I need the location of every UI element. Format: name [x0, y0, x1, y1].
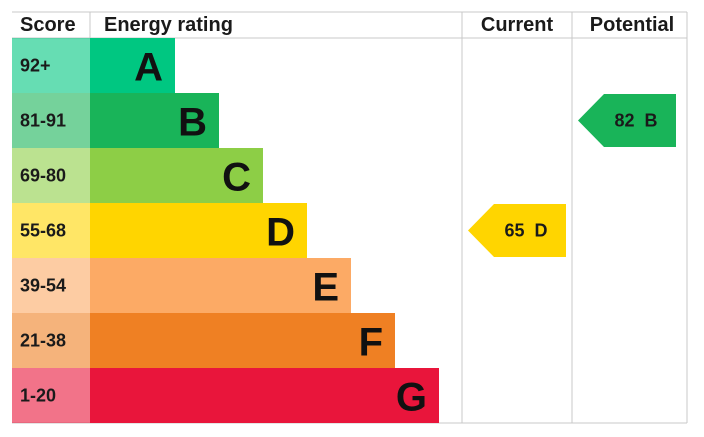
score-label: 39-54 — [20, 276, 66, 296]
current-arrow — [468, 204, 566, 257]
score-header: Score — [20, 14, 76, 36]
score-label: 92+ — [20, 56, 51, 76]
score-label: 1-20 — [20, 386, 56, 406]
rating-bar — [90, 203, 307, 258]
rating-letter: D — [266, 211, 295, 255]
potential-header: Potential — [590, 14, 674, 36]
rating-bar — [90, 258, 351, 313]
rating-bar — [90, 38, 175, 93]
current-label: 65 D — [504, 221, 547, 241]
rating-header: Energy rating — [104, 14, 233, 36]
score-cell — [12, 203, 90, 258]
current-value: 65 — [504, 221, 524, 241]
rating-bar — [90, 148, 263, 203]
rating-letter: B — [178, 101, 207, 145]
score-cell — [12, 368, 90, 423]
rating-letter: G — [396, 376, 427, 420]
current-header: Current — [481, 14, 554, 36]
score-cell — [12, 38, 90, 93]
score-cell — [12, 258, 90, 313]
score-label: 81-91 — [20, 111, 66, 131]
current-letter: D — [535, 221, 548, 241]
rating-bar — [90, 368, 439, 423]
potential-arrow — [578, 94, 676, 147]
score-label: 21-38 — [20, 331, 66, 351]
rating-bar — [90, 93, 219, 148]
rating-letter: E — [312, 266, 339, 310]
rating-letter: C — [222, 156, 251, 200]
score-cell — [12, 313, 90, 368]
score-label: 69-80 — [20, 166, 66, 186]
score-cell — [12, 148, 90, 203]
score-cell — [12, 93, 90, 148]
rating-letter: A — [134, 46, 163, 90]
potential-value: 82 — [614, 111, 634, 131]
potential-letter: B — [645, 111, 658, 131]
rating-letter: F — [359, 321, 383, 365]
potential-label: 82 B — [614, 111, 657, 131]
rating-bar — [90, 313, 395, 368]
score-label: 55-68 — [20, 221, 66, 241]
